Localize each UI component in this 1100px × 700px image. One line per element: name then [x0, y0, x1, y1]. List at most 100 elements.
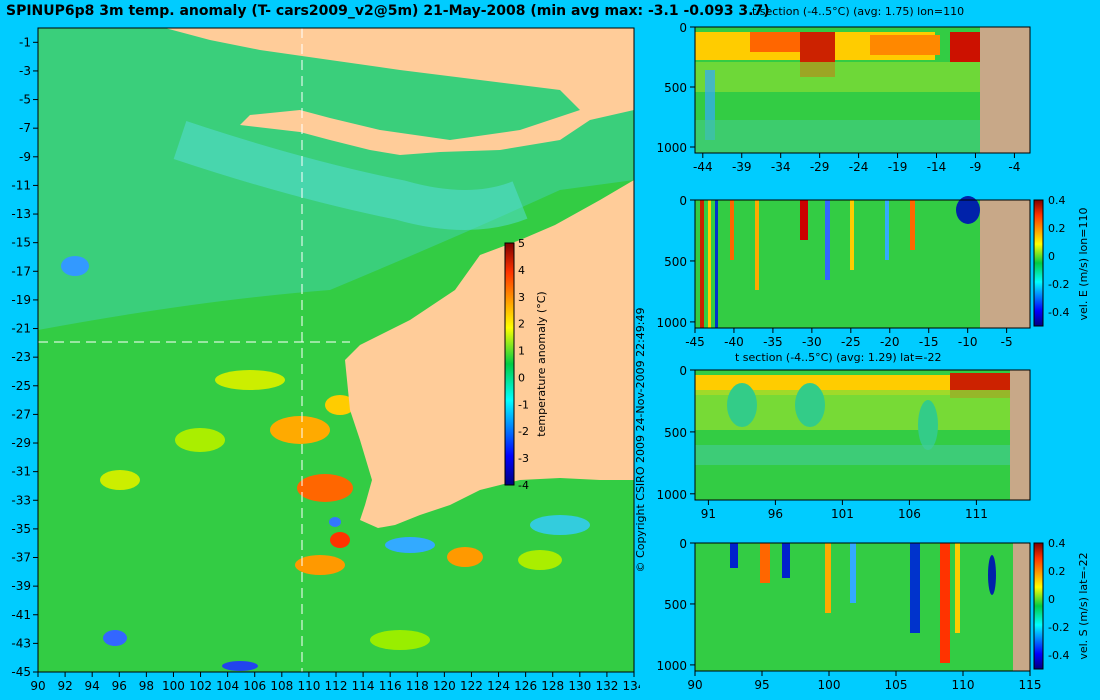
cool-eddies — [61, 256, 590, 671]
map-y-tick: -5 — [19, 93, 31, 107]
map-x-tick: 124 — [487, 679, 510, 693]
section-colorbar-tick: 0 — [1048, 593, 1055, 606]
map-colorbar-tick: -1 — [518, 398, 529, 411]
map-y-tick: -7 — [19, 121, 31, 135]
map-colorbar-ticks: 5 4 3 2 1 0 -1 -2 -3 -4 — [518, 237, 529, 492]
map-y-tick: -35 — [11, 522, 31, 536]
section-x-tick: -19 — [888, 160, 908, 174]
map-colorbar — [504, 242, 515, 486]
vel-east-colorbar-label: vel. E (m/s) lon=110 — [1077, 208, 1090, 321]
map-y-tick: -31 — [11, 465, 31, 479]
section-x-tick: -24 — [849, 160, 869, 174]
map-y-tick: -3 — [19, 64, 31, 78]
map-y-tick: -37 — [11, 551, 31, 565]
section-x-tick: -30 — [802, 335, 822, 349]
map-x-tick: 128 — [541, 679, 564, 693]
section-x-tick: -29 — [810, 160, 830, 174]
section-colorbar-tick: 0.2 — [1048, 565, 1066, 578]
map-x-tick: 106 — [243, 679, 266, 693]
map-y-tick: -23 — [11, 350, 31, 364]
map-y-tick: -17 — [11, 264, 31, 278]
map-x-tick: 92 — [57, 679, 72, 693]
section-colorbar-tick: -0.4 — [1048, 649, 1069, 662]
map-y-tick: -13 — [11, 207, 31, 221]
section-colorbar-tick: -0.2 — [1048, 278, 1069, 291]
map-x-tick: 98 — [139, 679, 154, 693]
section-x-tick: 105 — [885, 678, 908, 692]
map-y-tick: -39 — [11, 579, 31, 593]
section-y-tick: 1000 — [656, 141, 687, 155]
section-x-tick: -5 — [1001, 335, 1013, 349]
map-x-axis: 90 92 94 96 98 100 102 104 106 108 110 112 114 116 118… — [30, 672, 640, 693]
map-x-tick: 126 — [514, 679, 537, 693]
section-x-tick: -15 — [919, 335, 939, 349]
map-y-tick: -41 — [11, 608, 31, 622]
copyright-strip: © Copyright CSIRO 2009 24-Nov-2009 22:49… — [634, 308, 647, 573]
map-x-tick: 132 — [595, 679, 618, 693]
section-x-tick: 96 — [768, 507, 783, 521]
map-x-tick: 100 — [162, 679, 185, 693]
panel3-title: t section (-4..5°C) (avg: 1.29) lat=-22 — [735, 351, 942, 364]
section-x-tick: -9 — [969, 160, 981, 174]
map-x-tick: 112 — [325, 679, 348, 693]
map-colorbar-tick: 3 — [518, 291, 525, 304]
section-x-tick: -10 — [958, 335, 978, 349]
section-y-tick: 500 — [664, 81, 687, 95]
section-colorbar-tick: 0.2 — [1048, 222, 1066, 235]
map-x-tick: 122 — [460, 679, 483, 693]
vel-south-colorbar-label: vel. S (m/s) lat=-22 — [1077, 552, 1090, 659]
map-y-tick: -15 — [11, 236, 31, 250]
map-x-tick: 94 — [85, 679, 100, 693]
section-x-tick: -20 — [880, 335, 900, 349]
map-x-tick: 130 — [568, 679, 591, 693]
map-colorbar-label: temperature anomaly (°C) — [535, 291, 548, 436]
map-x-tick: 96 — [112, 679, 127, 693]
map-x-tick: 110 — [297, 679, 320, 693]
section-x-tick: -34 — [771, 160, 791, 174]
section-x-tick: 111 — [965, 507, 988, 521]
section-y-tick: 500 — [664, 255, 687, 269]
map-y-tick: -19 — [11, 293, 31, 307]
section-x-tick: 101 — [831, 507, 854, 521]
section-y-tick: 0 — [679, 537, 687, 551]
map-x-tick: 118 — [406, 679, 429, 693]
section-x-tick: 95 — [754, 678, 769, 692]
section-x-tick: 115 — [1019, 678, 1042, 692]
t-section-lon110: -44 -39 -34 -29 -24 -19 -14 -9 -4 0 500 1000 — [656, 21, 1031, 174]
map-y-tick: -1 — [19, 35, 31, 49]
map-y-tick: -21 — [11, 322, 31, 336]
section-x-tick: -35 — [763, 335, 783, 349]
main-title: SPINUP6p8 3m temp. anomaly (T- cars2009_… — [6, 3, 770, 19]
section-x-tick: 106 — [898, 507, 921, 521]
map-y-tick: -43 — [11, 636, 31, 650]
section-x-tick: -45 — [685, 335, 705, 349]
section-x-tick: -44 — [693, 160, 713, 174]
section-colorbar-tick: -0.4 — [1048, 306, 1069, 319]
map-colorbar-tick: -2 — [518, 425, 529, 438]
map-x-tick: 114 — [352, 679, 375, 693]
section-y-tick: 500 — [664, 598, 687, 612]
section-y-tick: 1000 — [656, 316, 687, 330]
map-x-tick: 120 — [433, 679, 456, 693]
section-x-tick: -40 — [724, 335, 744, 349]
map-x-tick: 116 — [379, 679, 402, 693]
map-colorbar-tick: 5 — [518, 237, 525, 250]
copyright-text: © Copyright CSIRO 2009 24-Nov-2009 22:49… — [634, 308, 647, 573]
australia-land — [345, 180, 634, 528]
t-section-lat22: 91 96 101 106 111 0 500 1000 — [656, 364, 1031, 521]
section-x-tick: -25 — [841, 335, 861, 349]
vel-east-lon110: -45 -40 -35 -30 -25 -20 -15 -10 -5 0 500 1000 0.4 0.2… — [656, 194, 1090, 349]
map-y-tick: -33 — [11, 493, 31, 507]
section-x-tick: 90 — [687, 678, 702, 692]
section-x-tick: -39 — [732, 160, 752, 174]
map-x-tick: 104 — [216, 679, 239, 693]
map-y-tick: -25 — [11, 379, 31, 393]
map-colorbar-tick: 1 — [518, 345, 525, 358]
section-y-tick: 1000 — [656, 488, 687, 502]
panel1-title: t section (-4..5°C) (avg: 1.75) lon=110 — [752, 5, 965, 18]
section-colorbar-tick: 0 — [1048, 250, 1055, 263]
map-y-tick: -27 — [11, 407, 31, 421]
map-colorbar-tick: -3 — [518, 452, 529, 465]
vel-south-lat22: 90 95 100 105 110 115050010000.40.20-0.2-0.4 … — [656, 537, 1090, 692]
map-colorbar-tick: 0 — [518, 371, 525, 384]
